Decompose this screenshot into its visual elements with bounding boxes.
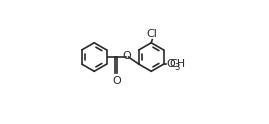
Text: Cl: Cl — [147, 29, 158, 39]
Text: CH: CH — [169, 59, 186, 69]
Text: O: O — [112, 76, 121, 86]
Text: 3: 3 — [174, 63, 179, 72]
Text: O: O — [166, 59, 175, 69]
Text: O: O — [123, 51, 132, 61]
